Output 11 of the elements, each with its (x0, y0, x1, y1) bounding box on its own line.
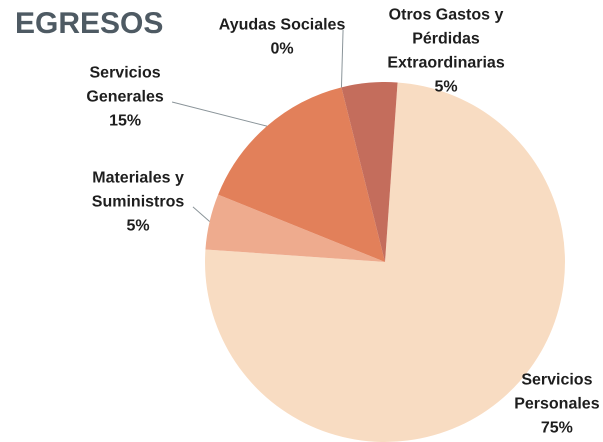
data-label: 15% (109, 112, 142, 130)
chart-title: EGRESOS (15, 7, 164, 41)
text: 0% (270, 40, 294, 58)
slice-label: Servicios Generales (86, 64, 164, 106)
slice-label: Materiales y Suministros (92, 169, 184, 210)
data-label: 5% (126, 217, 150, 234)
slice-label: Otros Gastos y Pérdidas Extraordinarias (387, 6, 505, 72)
slice-label: Servicios Personales (514, 371, 600, 412)
data-label: 5% (434, 78, 458, 96)
data-label: 75% (540, 419, 573, 436)
category-label: Ayudas Sociales (218, 16, 346, 34)
